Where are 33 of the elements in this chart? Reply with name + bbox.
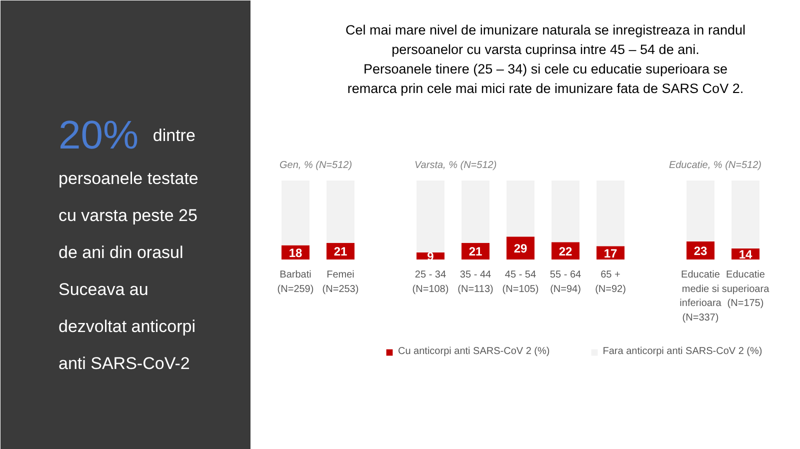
data-label: 22 xyxy=(558,244,572,258)
text: Gen, % (N=512) xyxy=(280,160,352,171)
x-tick-label: Educatie medie si inferioara (N=337) xyxy=(680,270,722,324)
data-label: 21 xyxy=(468,244,482,259)
bar xyxy=(462,180,490,243)
data-label: 14 xyxy=(738,247,752,262)
x-tick-label: 45 - 54 (N=105) xyxy=(502,270,539,295)
data-label: 21 xyxy=(334,244,348,259)
x-tick-label: Barbati (N=259) xyxy=(277,270,314,295)
text: Educatie, % (N=512) xyxy=(668,160,762,171)
bar xyxy=(596,180,624,246)
x-tick-label: 25 - 34 (N=108) xyxy=(412,270,449,295)
bar xyxy=(732,180,760,248)
x-tick-label: Femei (N=253) xyxy=(322,270,359,295)
x-tick-label: 35 - 44 (N=113) xyxy=(458,270,494,295)
text: Varsta, % (N=512) xyxy=(414,160,497,171)
x-tick-label: 65 + (N=92) xyxy=(595,270,626,295)
data-label: 29 xyxy=(514,242,528,256)
bar xyxy=(552,180,580,242)
legend-label: Cu anticorpi anti SARS-CoV 2 (%) xyxy=(398,346,550,357)
legend-label: Fara anticorpi anti SARS-CoV 2 (%) xyxy=(602,346,762,357)
data-label: 18 xyxy=(288,246,302,260)
bar xyxy=(326,180,354,243)
bar xyxy=(416,180,444,252)
data-label: 17 xyxy=(604,246,618,260)
bar xyxy=(282,180,310,246)
chart-title: Cel mai mare nivel de imunizare naturala se inregistreaza in randul persoanelor cu varsta cuprinsa intre 45 – 54 de ani. Persoanele tinere (25 – 34) si cele cu educatie superioara se remarca prin cele mai mici rate de imunizare fata de SARS CoV 2. xyxy=(346,22,746,96)
text: 20% dintre persoanele testate cu varsta peste 25 de ani din orasul Suceava au dezvoltat anticorpi anti SARS-CoV-2 xyxy=(58,114,198,373)
x-tick-label: 55 - 64 (N=94) xyxy=(550,270,582,295)
bar xyxy=(506,180,534,237)
x-tick-label: Educatie superioara (N=175) xyxy=(722,270,770,310)
data-label: 23 xyxy=(694,244,708,258)
bar xyxy=(686,180,714,242)
